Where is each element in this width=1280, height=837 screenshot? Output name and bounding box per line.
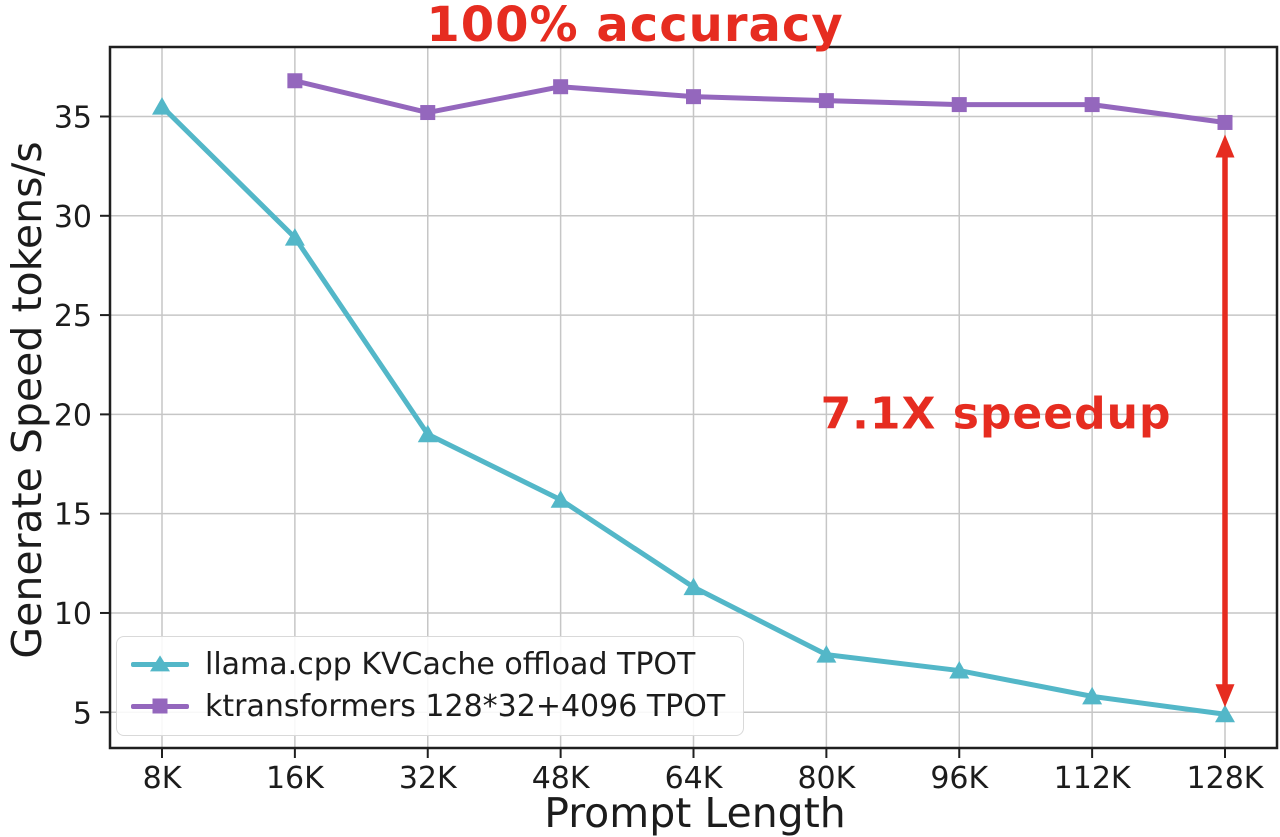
square-marker bbox=[553, 79, 569, 95]
y-tick-label: 25 bbox=[54, 299, 92, 334]
triangle-marker bbox=[417, 424, 438, 443]
x-tick-label: 8K bbox=[143, 761, 183, 796]
legend-swatch bbox=[131, 649, 189, 679]
triangle-marker bbox=[550, 490, 571, 508]
square-marker bbox=[1217, 114, 1233, 130]
arrowhead-up-icon bbox=[1215, 134, 1235, 158]
legend-item: llama.cpp KVCache offload TPOT bbox=[131, 643, 727, 685]
y-tick-label: 5 bbox=[73, 696, 92, 731]
legend-label: ktransformers 128*32+4096 TPOT bbox=[205, 688, 726, 724]
square-marker bbox=[420, 105, 436, 121]
square-marker-icon bbox=[152, 698, 168, 714]
legend-swatch bbox=[131, 691, 189, 721]
x-tick-label: 32K bbox=[399, 761, 458, 796]
y-axis-label: Generate Speed tokens/s bbox=[3, 141, 51, 659]
series-line-square bbox=[294, 78, 1226, 125]
y-tick-label: 35 bbox=[54, 101, 92, 136]
x-tick-label: 16K bbox=[266, 761, 325, 796]
x-axis-label: Prompt Length bbox=[544, 789, 846, 837]
square-marker bbox=[686, 89, 701, 105]
triangle-marker bbox=[816, 645, 837, 663]
square-marker bbox=[287, 73, 303, 89]
arrowhead-down-icon bbox=[1215, 684, 1235, 708]
legend-item: ktransformers 128*32+4096 TPOT bbox=[131, 685, 727, 727]
triangle-marker-icon bbox=[150, 655, 170, 672]
square-marker bbox=[1084, 97, 1100, 113]
legend: llama.cpp KVCache offload TPOT ktransform… bbox=[116, 636, 744, 736]
triangle-marker bbox=[949, 661, 970, 679]
x-tick-label: 128K bbox=[1187, 761, 1265, 796]
y-tick-label: 30 bbox=[54, 200, 92, 235]
triangle-marker bbox=[284, 228, 305, 246]
triangle-marker bbox=[1082, 686, 1103, 705]
square-marker bbox=[818, 93, 834, 109]
speedup-annotation: 7.1X speedup bbox=[820, 388, 1172, 440]
triangle-marker bbox=[683, 577, 704, 596]
y-tick-label: 15 bbox=[54, 498, 92, 533]
x-tick-label: 64K bbox=[665, 761, 724, 796]
triangle-marker bbox=[152, 97, 172, 115]
x-tick-label: 96K bbox=[930, 761, 989, 796]
x-tick-label: 48K bbox=[532, 761, 591, 796]
x-tick-label: 80K bbox=[797, 761, 856, 796]
triangle-marker bbox=[1215, 704, 1235, 723]
x-tick-label: 112K bbox=[1054, 761, 1132, 796]
legend-label: llama.cpp KVCache offload TPOT bbox=[205, 646, 696, 682]
square-marker bbox=[951, 97, 967, 113]
y-tick-label: 10 bbox=[54, 597, 92, 632]
y-tick-label: 20 bbox=[54, 398, 92, 433]
chart-title: 100% accuracy bbox=[426, 0, 844, 53]
